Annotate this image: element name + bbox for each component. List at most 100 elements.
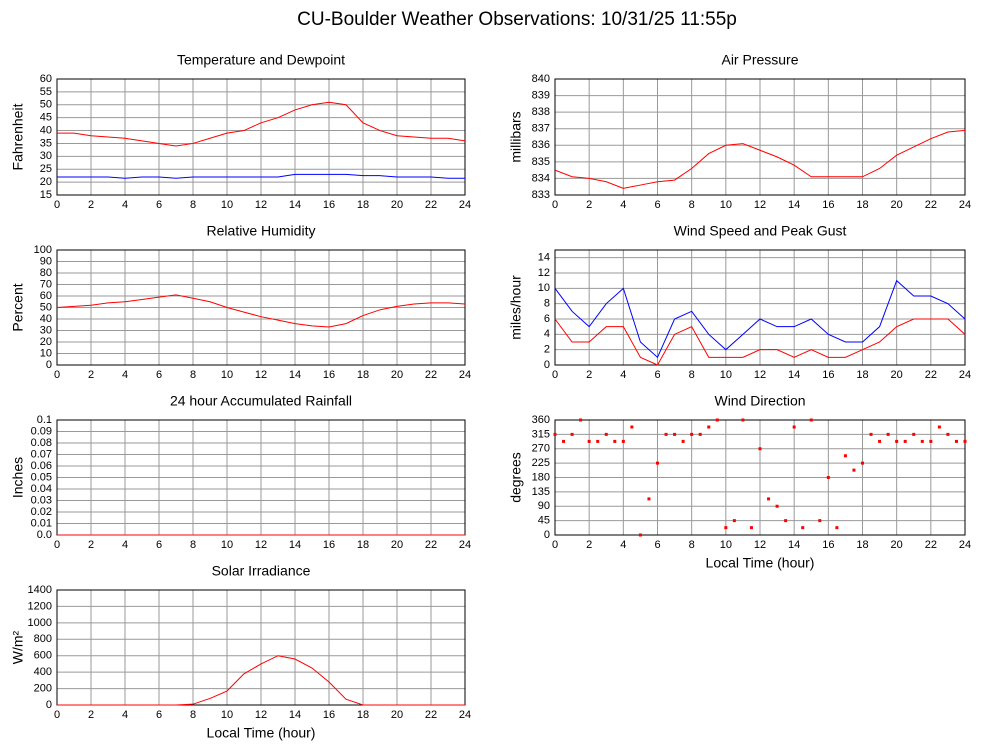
y-axis-label: degrees (508, 452, 524, 503)
y-tick-label: 25 (40, 163, 52, 175)
x-tick-label: 6 (156, 369, 162, 381)
data-point (579, 418, 583, 422)
x-tick-label: 6 (654, 369, 660, 381)
chart-panel: Wind Direction degrees Local Time (hour) 0 2… (508, 393, 971, 571)
x-tick-label: 0 (552, 369, 558, 381)
x-tick-label: 12 (754, 199, 766, 211)
data-point (920, 439, 924, 443)
x-tick-label: 22 (425, 199, 437, 211)
x-tick-label: 8 (689, 369, 695, 381)
x-tick-label: 18 (357, 199, 369, 211)
data-point (664, 432, 668, 436)
data-point (929, 439, 933, 443)
x-tick-label: 2 (88, 539, 94, 551)
x-tick-label: 24 (459, 709, 471, 721)
x-tick-label: 20 (891, 539, 903, 551)
data-point (878, 439, 882, 443)
x-tick-label: 2 (586, 199, 592, 211)
data-point (861, 461, 864, 465)
data-point (835, 526, 839, 530)
data-point (784, 519, 788, 523)
x-tick-label: 22 (425, 709, 437, 721)
y-tick-label: 50 (40, 301, 52, 313)
data-point (963, 439, 967, 443)
x-tick-label: 22 (425, 369, 437, 381)
data-point (843, 454, 847, 458)
chart-title: Solar Irradiance (212, 563, 311, 579)
data-point (903, 439, 907, 443)
x-tick-label: 0 (54, 539, 60, 551)
x-tick-label: 22 (925, 199, 937, 211)
x-tick-label: 14 (289, 539, 301, 551)
y-tick-label: 840 (532, 73, 550, 85)
x-tick-label: 6 (654, 199, 660, 211)
x-tick-label: 16 (323, 709, 335, 721)
y-tick-label: 135 (532, 486, 550, 498)
data-point (809, 418, 813, 422)
x-tick-label: 16 (822, 369, 834, 381)
data-point (707, 425, 711, 429)
data-point (758, 447, 762, 451)
y-tick-label: 45 (538, 515, 550, 527)
x-tick-label: 8 (190, 199, 196, 211)
y-tick-label: 0.09 (31, 425, 52, 437)
x-tick-label: 8 (190, 709, 196, 721)
x-tick-label: 16 (323, 199, 335, 211)
x-tick-label: 4 (620, 199, 626, 211)
y-tick-label: 315 (532, 428, 550, 440)
data-point (553, 432, 557, 436)
y-tick-label: 60 (40, 73, 52, 85)
x-tick-label: 24 (459, 539, 471, 551)
x-tick-label: 8 (190, 539, 196, 551)
data-line (57, 173, 465, 179)
page-title: CU-Boulder Weather Observations: 10/31/2… (297, 9, 737, 30)
chart-title: Relative Humidity (207, 223, 316, 239)
y-tick-label: 60 (40, 290, 52, 302)
y-axis-label: Percent (10, 283, 26, 331)
data-point (954, 439, 958, 443)
x-tick-label: 4 (122, 539, 128, 551)
y-tick-label: 30 (40, 150, 52, 162)
data-point (912, 432, 916, 436)
data-point (647, 497, 651, 501)
x-tick-label: 18 (856, 369, 868, 381)
x-tick-label: 20 (391, 199, 403, 211)
data-point (562, 439, 566, 443)
x-tick-label: 8 (190, 369, 196, 381)
plot-frame (554, 78, 966, 196)
x-tick-label: 22 (925, 369, 937, 381)
x-tick-label: 12 (255, 539, 267, 551)
data-point (801, 526, 805, 530)
x-tick-label: 6 (156, 709, 162, 721)
data-line (57, 655, 465, 706)
data-point (596, 439, 600, 443)
data-point (604, 432, 608, 436)
y-tick-label: 90 (538, 500, 550, 512)
y-tick-label: 80 (40, 267, 52, 279)
y-tick-label: 0.03 (31, 494, 52, 506)
y-tick-label: 1000 (28, 617, 52, 629)
plot-frame (554, 249, 966, 366)
y-tick-label: 360 (532, 414, 550, 426)
x-tick-label: 0 (552, 539, 558, 551)
y-tick-label: 50 (40, 99, 52, 111)
y-tick-label: 0.08 (31, 437, 52, 449)
x-tick-label: 20 (391, 709, 403, 721)
data-point (886, 432, 890, 436)
y-tick-label: 20 (40, 176, 52, 188)
x-tick-label: 4 (620, 539, 626, 551)
x-tick-label: 2 (88, 709, 94, 721)
x-tick-label: 12 (754, 369, 766, 381)
data-point (767, 497, 771, 501)
x-tick-label: 12 (255, 709, 267, 721)
x-tick-label: 14 (289, 199, 301, 211)
y-axis-label: millibars (508, 111, 524, 162)
y-tick-label: 836 (532, 139, 550, 151)
x-tick-label: 10 (221, 369, 233, 381)
y-tick-label: 55 (40, 86, 52, 98)
data-point (656, 461, 659, 465)
